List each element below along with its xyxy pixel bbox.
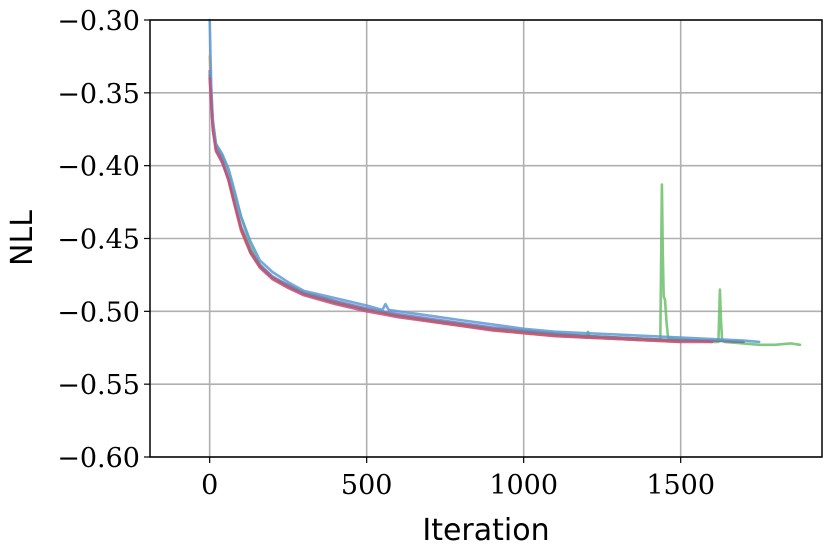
y-axis-label: NLL	[5, 210, 40, 266]
grid-lines	[150, 19, 822, 458]
x-tick-label: 0	[201, 470, 218, 501]
y-tick-label: −0.35	[57, 79, 140, 110]
x-tick-label: 1500	[646, 470, 715, 501]
series-line-5	[208, 18, 761, 344]
y-tick-label: −0.60	[57, 443, 140, 474]
y-tick-label: −0.45	[57, 225, 140, 256]
y-tick-label: −0.30	[57, 6, 140, 37]
series-line-1	[208, 69, 802, 347]
x-axis-ticks: 0 500 1000 1500	[201, 457, 715, 501]
series-line-2	[208, 55, 683, 344]
x-tick-label: 1000	[489, 470, 558, 501]
x-tick-label: 500	[341, 470, 393, 501]
y-tick-label: −0.50	[57, 297, 140, 328]
x-axis-label: Iteration	[422, 513, 549, 548]
series-line-6	[208, 77, 714, 344]
y-axis-ticks: −0.30 −0.35 −0.40 −0.45 −0.50 −0.55 −0.60	[57, 6, 150, 474]
series-lines	[208, 18, 802, 347]
y-tick-label: −0.55	[57, 370, 140, 401]
y-tick-label: −0.40	[57, 152, 140, 183]
